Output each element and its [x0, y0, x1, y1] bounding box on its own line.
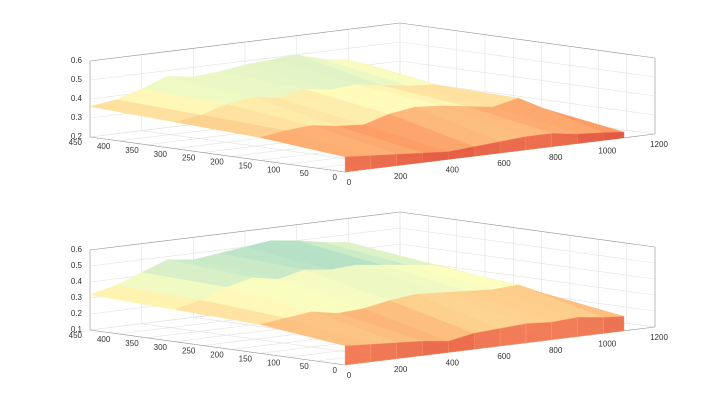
- z-tick-label: 0.5: [71, 261, 83, 270]
- axis-edge: [399, 22, 656, 59]
- surface-skirt: [577, 317, 604, 337]
- x-tick-label: 400: [446, 358, 460, 367]
- y-tick-label: 350: [125, 339, 139, 348]
- y-tick-label: 400: [97, 142, 111, 151]
- y-tick-label: 300: [154, 343, 168, 352]
- z-tick-label: 0.6: [71, 245, 83, 254]
- x-tick-label: 0: [347, 178, 352, 187]
- surface-skirt: [344, 155, 372, 173]
- y-tick-label: 250: [182, 347, 196, 356]
- x-tick-label: 1200: [650, 333, 668, 342]
- y-tick-label: 450: [69, 138, 83, 147]
- grid-line: [399, 41, 656, 78]
- y-tick-label: 450: [69, 331, 83, 340]
- y-tick-label: 0: [333, 366, 338, 375]
- surface-skirt: [422, 340, 449, 356]
- grid-line: [399, 79, 656, 116]
- surface-skirt: [422, 151, 449, 163]
- y-tick-label: 300: [154, 150, 168, 159]
- z-tick-label: 0.4: [71, 277, 83, 286]
- surface-skirt: [370, 342, 397, 363]
- y-tick-label: 250: [182, 154, 196, 163]
- x-tick-label: 400: [446, 165, 460, 174]
- surface-skirt: [396, 340, 423, 359]
- x-tick-label: 800: [549, 346, 563, 355]
- axis-edge: [399, 211, 656, 248]
- surface-skirt: [525, 321, 552, 344]
- grid-line: [399, 60, 656, 97]
- surface-skirt: [603, 316, 625, 334]
- axis-edge: [89, 22, 401, 62]
- y-tick-label: 200: [210, 158, 224, 167]
- grid-line: [399, 259, 656, 296]
- z-tick-label: 0.5: [71, 75, 83, 84]
- y-tick-label: 150: [239, 354, 253, 363]
- x-tick-label: 1200: [650, 140, 668, 149]
- surface-skirt: [344, 344, 372, 366]
- x-tick-label: 200: [394, 365, 408, 374]
- y-tick-label: 50: [300, 362, 309, 371]
- surface-skirt: [577, 132, 604, 144]
- y-tick-label: 400: [97, 335, 111, 344]
- surface-skirt: [396, 152, 423, 166]
- axis-edge: [89, 329, 346, 366]
- x-tick-label: 200: [394, 172, 408, 181]
- y-tick-label: 100: [267, 358, 281, 367]
- x-tick-label: 800: [549, 153, 563, 162]
- surface-skirt: [603, 131, 625, 141]
- grid-line: [89, 41, 401, 81]
- x-tick-label: 0: [347, 371, 352, 380]
- z-tick-label: 0.3: [71, 113, 83, 122]
- x-tick-label: 600: [497, 159, 511, 168]
- y-tick-label: 150: [239, 161, 253, 170]
- surface-skirt: [551, 133, 578, 147]
- z-tick-label: 0.3: [71, 293, 83, 302]
- x-tick-label: 600: [497, 352, 511, 361]
- z-tick-label: 0.1: [71, 325, 83, 334]
- surface-skirt: [370, 154, 397, 170]
- z-tick-label: 0.2: [71, 309, 83, 318]
- x-tick-label: 1000: [598, 339, 616, 348]
- grid-line: [399, 227, 656, 264]
- y-tick-label: 50: [300, 169, 309, 178]
- z-tick-label: 0.6: [71, 56, 83, 65]
- x-tick-label: 1000: [598, 146, 616, 155]
- axis-edge: [89, 136, 346, 173]
- z-tick-label: 0.4: [71, 94, 83, 103]
- y-tick-label: 350: [125, 146, 139, 155]
- y-tick-label: 0: [333, 173, 338, 182]
- y-tick-label: 200: [210, 351, 224, 360]
- grid-line: [399, 243, 656, 280]
- z-tick-label: 0.2: [71, 132, 83, 141]
- y-tick-label: 100: [267, 165, 281, 174]
- axis-edge: [89, 211, 401, 251]
